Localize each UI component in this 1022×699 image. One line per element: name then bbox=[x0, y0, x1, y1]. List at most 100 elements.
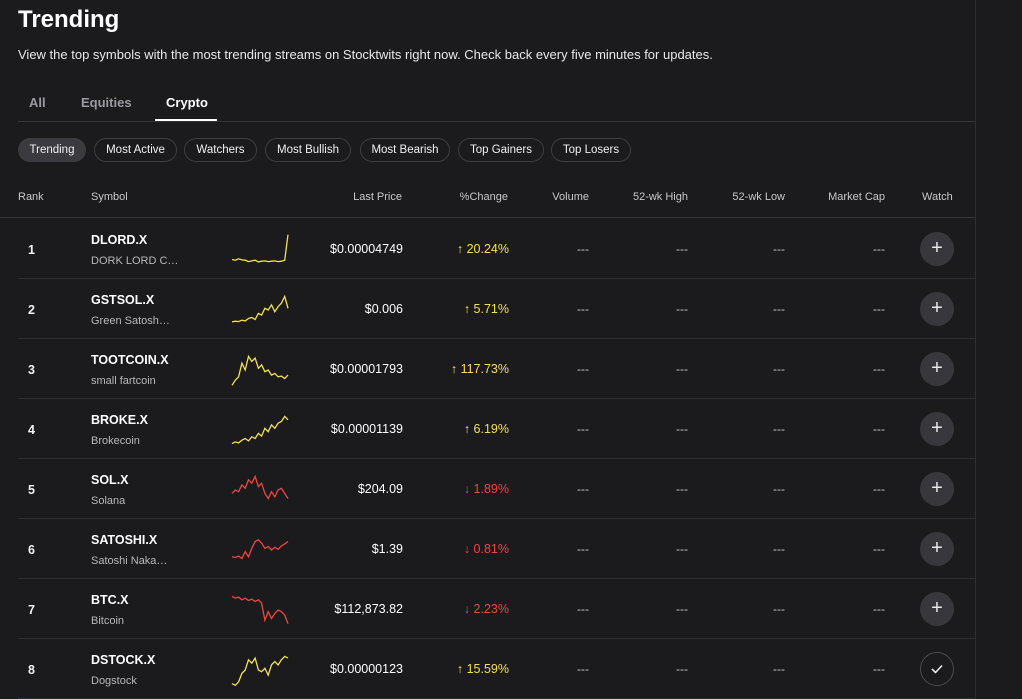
row-52wk-low: --- bbox=[773, 422, 785, 436]
filter-top-losers[interactable]: Top Losers bbox=[551, 138, 631, 162]
sparkline bbox=[231, 415, 289, 445]
watch-button[interactable]: + bbox=[920, 292, 954, 326]
filter-most-bearish[interactable]: Most Bearish bbox=[360, 138, 450, 162]
filter-most-bullish[interactable]: Most Bullish bbox=[265, 138, 351, 162]
row-last-price: $204.09 bbox=[357, 482, 403, 496]
row-market-cap: --- bbox=[873, 422, 885, 436]
col-change[interactable]: %Change bbox=[459, 191, 508, 203]
filter-top-gainers[interactable]: Top Gainers bbox=[458, 138, 544, 162]
row-market-cap: --- bbox=[873, 242, 885, 256]
row-52wk-high: --- bbox=[676, 362, 688, 376]
row-change-value: 15.59% bbox=[466, 662, 509, 676]
plus-icon: + bbox=[931, 297, 943, 319]
table-row[interactable]: 4 BROKE.X Brokecoin $0.00001139 ↑ 6.19% --- --… bbox=[18, 399, 975, 459]
watch-button[interactable]: + bbox=[920, 412, 954, 446]
row-rank: 4 bbox=[28, 423, 35, 437]
watch-button[interactable]: + bbox=[920, 352, 954, 386]
market-tabs: All Equities Crypto bbox=[18, 88, 975, 122]
table-header: Rank Symbol Last Price %Change Volume 52… bbox=[0, 186, 975, 218]
row-last-price: $0.00001139 bbox=[330, 422, 403, 436]
table-row[interactable]: 6 SATOSHI.X Satoshi Naka… $1.39 ↓ 0.81% --- --… bbox=[18, 519, 975, 579]
row-change-value: 2.23% bbox=[473, 602, 509, 616]
row-symbol[interactable]: BTC.X bbox=[91, 593, 129, 607]
right-sidebar bbox=[975, 0, 1022, 699]
table-row[interactable]: 2 GSTSOL.X Green Satosh… $0.006 ↑ 5.71% --- --… bbox=[18, 279, 975, 339]
row-market-cap: --- bbox=[873, 662, 885, 676]
plus-icon: + bbox=[931, 417, 943, 439]
table-row[interactable]: 7 BTC.X Bitcoin $112,873.82 ↓ 2.23% --- --- ---… bbox=[18, 579, 975, 639]
row-rank: 6 bbox=[28, 543, 35, 557]
plus-icon: + bbox=[931, 477, 943, 499]
col-last-price[interactable]: Last Price bbox=[353, 191, 402, 203]
filter-trending[interactable]: Trending bbox=[18, 138, 86, 162]
sparkline bbox=[231, 354, 289, 386]
row-52wk-low: --- bbox=[773, 482, 785, 496]
row-market-cap: --- bbox=[873, 602, 885, 616]
col-rank[interactable]: Rank bbox=[18, 191, 44, 203]
col-symbol[interactable]: Symbol bbox=[91, 191, 128, 203]
row-52wk-high: --- bbox=[676, 302, 688, 316]
row-symbol[interactable]: DLORD.X bbox=[91, 233, 148, 247]
filter-watchers[interactable]: Watchers bbox=[184, 138, 257, 162]
row-volume: --- bbox=[577, 302, 589, 316]
row-volume: --- bbox=[577, 542, 589, 556]
table-row[interactable]: 5 SOL.X Solana $204.09 ↓ 1.89% --- --- --- --- + bbox=[18, 459, 975, 519]
table-row[interactable]: 8 DSTOCK.X Dogstock $0.00000123 ↑ 15.59% --- -… bbox=[18, 639, 975, 699]
row-name: Bitcoin bbox=[91, 615, 125, 627]
sparkline-line bbox=[231, 354, 289, 386]
active-tab-indicator bbox=[155, 119, 217, 121]
row-market-cap: --- bbox=[873, 482, 885, 496]
page-subtitle: View the top symbols with the most trend… bbox=[18, 47, 713, 62]
row-symbol[interactable]: GSTSOL.X bbox=[91, 293, 155, 307]
row-name: small fartcoin bbox=[91, 375, 156, 387]
watch-button[interactable]: + bbox=[920, 592, 954, 626]
sparkline bbox=[231, 234, 289, 263]
arrow-down-icon: ↓ bbox=[463, 482, 474, 496]
arrow-up-icon: ↑ bbox=[463, 302, 474, 316]
plus-icon: + bbox=[931, 237, 943, 259]
watch-button[interactable]: + bbox=[920, 532, 954, 566]
tab-crypto[interactable]: Crypto bbox=[166, 95, 208, 110]
table-row[interactable]: 3 TOOTCOIN.X small fartcoin $0.00001793 ↑ 11… bbox=[18, 339, 975, 399]
sparkline-line bbox=[231, 294, 289, 323]
row-market-cap: --- bbox=[873, 362, 885, 376]
sparkline-line bbox=[231, 655, 289, 687]
row-symbol[interactable]: BROKE.X bbox=[91, 413, 148, 427]
filter-most-active[interactable]: Most Active bbox=[94, 138, 177, 162]
sparkline bbox=[231, 294, 289, 323]
sparkline bbox=[231, 538, 289, 560]
row-last-price: $1.39 bbox=[371, 542, 403, 556]
row-52wk-high: --- bbox=[676, 542, 688, 556]
row-symbol[interactable]: DSTOCK.X bbox=[91, 653, 156, 667]
tab-equities[interactable]: Equities bbox=[81, 95, 132, 110]
sparkline-line bbox=[231, 595, 289, 624]
row-52wk-low: --- bbox=[773, 602, 785, 616]
sparkline-line bbox=[231, 234, 289, 263]
watch-button[interactable] bbox=[920, 652, 954, 686]
tab-all[interactable]: All bbox=[29, 95, 46, 110]
row-last-price: $0.00000123 bbox=[330, 662, 403, 676]
row-volume: --- bbox=[577, 662, 589, 676]
row-last-price: $0.00004749 bbox=[330, 242, 403, 256]
row-volume: --- bbox=[577, 422, 589, 436]
row-rank: 5 bbox=[28, 483, 35, 497]
table-row[interactable]: 1 DLORD.X DORK LORD C… $0.00004749 ↑ 20.24% -… bbox=[18, 219, 975, 279]
page-title: Trending bbox=[18, 6, 120, 33]
row-symbol[interactable]: TOOTCOIN.X bbox=[91, 353, 169, 367]
col-52wk-high[interactable]: 52-wk High bbox=[632, 191, 688, 203]
col-market-cap[interactable]: Market Cap bbox=[828, 191, 885, 203]
watch-button[interactable]: + bbox=[920, 472, 954, 506]
main-content: Trending View the top symbols with the m… bbox=[0, 6, 975, 699]
watch-button[interactable]: + bbox=[920, 232, 954, 266]
row-name: Solana bbox=[91, 495, 126, 507]
row-symbol[interactable]: SATOSHI.X bbox=[91, 533, 158, 547]
row-change-value: 20.24% bbox=[466, 242, 509, 256]
check-icon bbox=[931, 664, 943, 674]
row-symbol[interactable]: SOL.X bbox=[91, 473, 129, 487]
row-change: ↓ 2.23% bbox=[464, 602, 509, 616]
row-52wk-high: --- bbox=[676, 422, 688, 436]
col-52wk-low[interactable]: 52-wk Low bbox=[732, 191, 785, 203]
arrow-up-icon: ↑ bbox=[450, 362, 461, 376]
col-volume[interactable]: Volume bbox=[552, 191, 589, 203]
row-change: ↑ 20.24% bbox=[457, 242, 509, 256]
